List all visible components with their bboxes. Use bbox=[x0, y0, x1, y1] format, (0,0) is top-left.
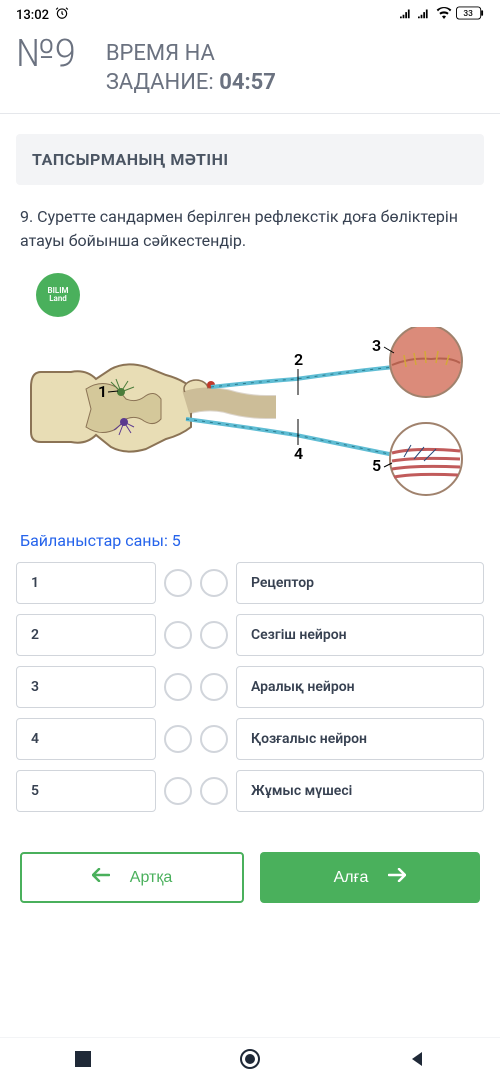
timer-block: ВРЕМЯ НА ЗАДАНИЕ: 04:57 bbox=[106, 32, 484, 97]
back-button[interactable]: Артқа bbox=[20, 852, 244, 903]
match-label[interactable]: Жұмыс мүшесі bbox=[236, 770, 484, 812]
signal-icon-2 bbox=[418, 7, 432, 23]
match-row: 1 Рецептор bbox=[16, 562, 484, 604]
back-label: Артқа bbox=[130, 869, 172, 887]
timer-value: 04:57 bbox=[219, 70, 276, 95]
match-rows: 1 Рецептор 2 Сезгіш нейрон 3 Аралық нейр… bbox=[16, 562, 484, 812]
android-nav-bar bbox=[0, 1037, 500, 1083]
match-row: 4 Қозғалыс нейрон bbox=[16, 718, 484, 760]
forward-button[interactable]: Алға bbox=[260, 852, 480, 903]
radio-left[interactable] bbox=[164, 673, 192, 701]
radio-right[interactable] bbox=[200, 673, 228, 701]
question-header: №9 ВРЕМЯ НА ЗАДАНИЕ: 04:57 bbox=[0, 26, 500, 113]
match-label[interactable]: Сезгіш нейрон bbox=[236, 614, 484, 656]
status-bar: 13:02 33 bbox=[0, 0, 500, 26]
arrow-right-icon bbox=[388, 868, 406, 887]
svg-text:5: 5 bbox=[372, 456, 381, 475]
match-number[interactable]: 1 bbox=[16, 562, 156, 604]
radio-right[interactable] bbox=[200, 725, 228, 753]
wifi-icon bbox=[436, 7, 452, 23]
alarm-icon bbox=[55, 6, 69, 24]
bilim-badge: BILIM Land bbox=[36, 273, 80, 317]
forward-label: Алға bbox=[334, 869, 369, 887]
match-row: 5 Жұмыс мүшесі bbox=[16, 770, 484, 812]
radio-right[interactable] bbox=[200, 621, 228, 649]
timer-label-1: ВРЕМЯ НА bbox=[106, 41, 215, 66]
svg-text:1: 1 bbox=[98, 382, 107, 401]
diagram-container: BILIM Land 1 bbox=[16, 273, 484, 501]
connections-count: Байланыстар саны: 5 bbox=[16, 531, 484, 550]
match-row: 3 Аралық нейрон bbox=[16, 666, 484, 708]
radio-left[interactable] bbox=[164, 569, 192, 597]
status-time: 13:02 bbox=[16, 8, 49, 23]
match-row: 2 Сезгіш нейрон bbox=[16, 614, 484, 656]
match-label[interactable]: Рецептор bbox=[236, 562, 484, 604]
nav-recent-icon[interactable] bbox=[74, 1050, 92, 1072]
match-number[interactable]: 3 bbox=[16, 666, 156, 708]
radio-left[interactable] bbox=[164, 777, 192, 805]
arrow-left-icon bbox=[92, 868, 110, 887]
question-number: №9 bbox=[16, 32, 76, 76]
match-label[interactable]: Қозғалыс нейрон bbox=[236, 718, 484, 760]
svg-text:2: 2 bbox=[294, 350, 303, 369]
nav-home-icon[interactable] bbox=[239, 1048, 261, 1074]
radio-left[interactable] bbox=[164, 621, 192, 649]
radio-right[interactable] bbox=[200, 777, 228, 805]
timer-label-2: ЗАДАНИЕ: bbox=[106, 70, 219, 95]
radio-right[interactable] bbox=[200, 569, 228, 597]
reflex-arc-diagram: 1 2 4 3 bbox=[16, 327, 484, 497]
task-text: 9. Суретте сандармен берілген рефлекстік… bbox=[16, 205, 484, 253]
battery-icon: 33 bbox=[456, 6, 484, 24]
nav-buttons: Артқа Алға bbox=[16, 852, 484, 903]
svg-text:33: 33 bbox=[463, 9, 473, 19]
radio-left[interactable] bbox=[164, 725, 192, 753]
svg-text:3: 3 bbox=[372, 336, 381, 355]
svg-text:4: 4 bbox=[294, 444, 303, 463]
match-label[interactable]: Аралық нейрон bbox=[236, 666, 484, 708]
nav-back-icon[interactable] bbox=[408, 1050, 426, 1072]
match-number[interactable]: 4 bbox=[16, 718, 156, 760]
signal-icon-1 bbox=[400, 7, 414, 23]
match-number[interactable]: 2 bbox=[16, 614, 156, 656]
task-header: ТАПСЫРМАНЫҢ МӘТІНІ bbox=[16, 134, 484, 185]
match-number[interactable]: 5 bbox=[16, 770, 156, 812]
